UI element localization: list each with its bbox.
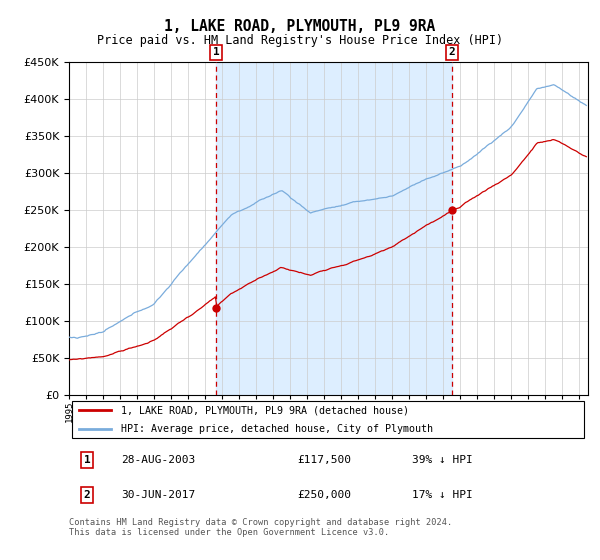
Text: 1: 1 [84, 455, 91, 465]
Text: 1, LAKE ROAD, PLYMOUTH, PL9 9RA: 1, LAKE ROAD, PLYMOUTH, PL9 9RA [164, 19, 436, 34]
Text: £250,000: £250,000 [298, 490, 352, 500]
Text: 17% ↓ HPI: 17% ↓ HPI [412, 490, 472, 500]
Text: 1: 1 [213, 48, 220, 58]
Text: 1, LAKE ROAD, PLYMOUTH, PL9 9RA (detached house): 1, LAKE ROAD, PLYMOUTH, PL9 9RA (detache… [121, 405, 409, 415]
Text: Price paid vs. HM Land Registry's House Price Index (HPI): Price paid vs. HM Land Registry's House … [97, 34, 503, 46]
Text: 2: 2 [84, 490, 91, 500]
Text: HPI: Average price, detached house, City of Plymouth: HPI: Average price, detached house, City… [121, 424, 433, 433]
Text: £117,500: £117,500 [298, 455, 352, 465]
Text: 30-JUN-2017: 30-JUN-2017 [121, 490, 195, 500]
Text: 28-AUG-2003: 28-AUG-2003 [121, 455, 195, 465]
FancyBboxPatch shape [71, 401, 584, 438]
Bar [216, 62, 452, 395]
Text: Contains HM Land Registry data © Crown copyright and database right 2024.
This d: Contains HM Land Registry data © Crown c… [69, 518, 452, 538]
Text: 39% ↓ HPI: 39% ↓ HPI [412, 455, 472, 465]
Text: 2: 2 [448, 48, 455, 58]
